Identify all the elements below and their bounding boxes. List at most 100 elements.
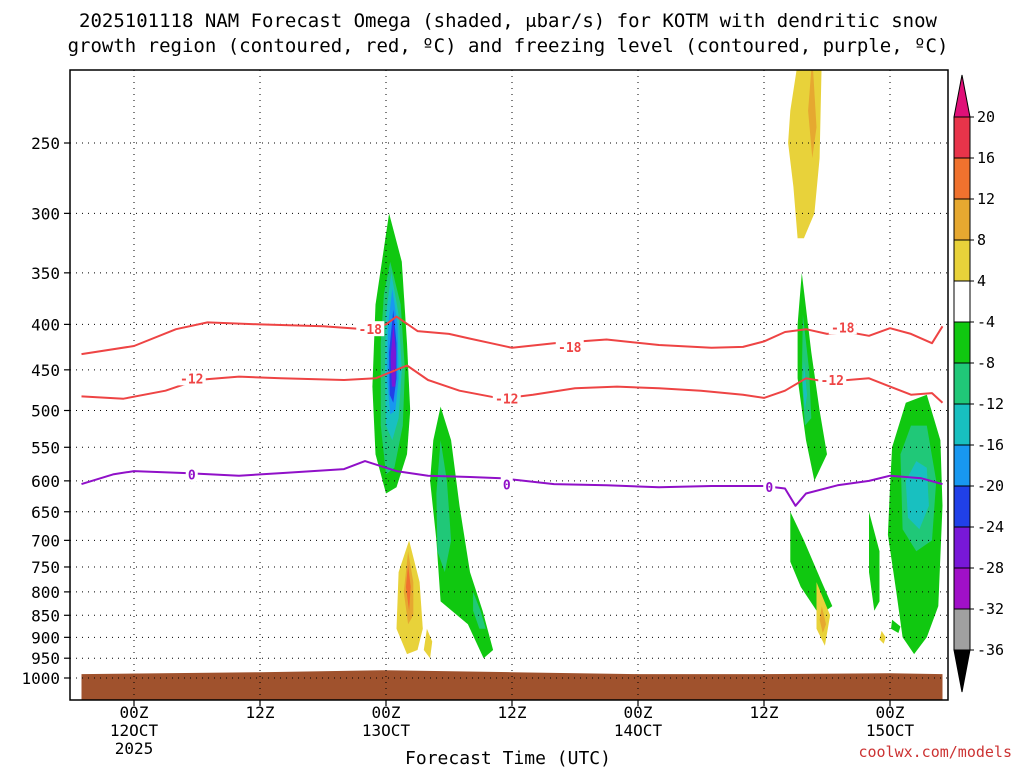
omega-region-11 — [405, 564, 411, 611]
contour-label-5: -12 — [821, 374, 844, 389]
y-tick-label-950: 950 — [31, 649, 60, 668]
colorbar-label-13: -36 — [977, 641, 1004, 659]
contour-label-4: -12 — [495, 393, 518, 408]
y-tick-label-650: 650 — [31, 503, 60, 522]
x-tick-label-12-0: 12Z — [246, 703, 275, 722]
contour-label-1: -18 — [558, 341, 582, 356]
colorbar-label-7: -12 — [977, 395, 1004, 413]
credit-text: coolwx.com/models — [858, 743, 1012, 761]
omega-region-7 — [436, 440, 452, 573]
omega-region-16 — [790, 511, 833, 616]
y-tick-label-800: 800 — [31, 583, 60, 602]
colorbar-swatch-3 — [953, 239, 971, 282]
colorbar-swatch-1 — [953, 157, 971, 200]
omega-region-6 — [430, 406, 494, 659]
colorbar-swatch-4 — [953, 280, 971, 323]
contour-label-bg-8 — [763, 479, 776, 495]
ground-fill — [81, 670, 943, 700]
y-tick-label-550: 550 — [31, 438, 60, 457]
omega-region-24 — [891, 619, 901, 633]
contour-1 — [81, 364, 944, 404]
colorbar: 20 16 12 8 4 -4 -8 -12 -16 -20 -24 -28 -32 -36 — [953, 74, 1004, 693]
x-tick-label-0-2: 2025 — [115, 739, 154, 758]
contour-label-bg-7 — [500, 476, 513, 492]
x-tick-label-48-0: 00Z — [624, 703, 653, 722]
contour-2 — [81, 460, 943, 507]
y-tick-label-500: 500 — [31, 402, 60, 421]
colorbar-label-1: 16 — [977, 149, 995, 167]
contour-label-8: 0 — [765, 481, 773, 496]
contour-label-6: 0 — [188, 468, 196, 483]
colorbar-label-11: -28 — [977, 559, 1004, 577]
colorbar-swatch-12 — [953, 608, 971, 651]
colorbar-label-8: -16 — [977, 436, 1004, 454]
x-tick-label-48-1: 14OCT — [614, 721, 663, 740]
colorbar-label-10: -24 — [977, 518, 1004, 536]
y-tick-label-900: 900 — [31, 628, 60, 647]
y-axis-ticks: 250 300 350 400 450 500 550 600 650 700 750 800 850 9… — [21, 134, 70, 688]
colorbar-label-12: -32 — [977, 600, 1004, 618]
contour-label-2: -18 — [831, 321, 855, 336]
x-tick-label-72-0: 00Z — [876, 703, 905, 722]
colorbar-swatch-9 — [953, 485, 971, 528]
omega-region-15 — [802, 361, 807, 411]
contour-label-3: -12 — [180, 372, 203, 387]
colorbar-swatch-5 — [953, 321, 971, 364]
y-tick-label-600: 600 — [31, 472, 60, 491]
colorbar-label-5: -4 — [977, 313, 995, 331]
x-axis-label: Forecast Time (UTC) — [405, 748, 611, 768]
plot-frame — [69, 69, 949, 701]
omega-shading — [372, 70, 943, 659]
chart-title-line-2: growth region (contoured, red, ºC) and f… — [68, 35, 949, 57]
y-tick-label-1000: 1000 — [21, 669, 60, 688]
y-tick-label-450: 450 — [31, 361, 60, 380]
contour-label-bg-0 — [356, 321, 385, 337]
ground-surface — [81, 670, 943, 700]
colorbar-label-6: -8 — [977, 354, 995, 372]
contour-label-bg-6 — [185, 466, 198, 482]
chart-title-line-1: 2025101118 NAM Forecast Omega (shaded, μ… — [79, 10, 937, 32]
x-tick-label-0-1: 12OCT — [110, 721, 159, 740]
y-tick-label-850: 850 — [31, 606, 60, 625]
colorbar-swatch-10 — [953, 526, 971, 569]
contour-label-bg-3 — [177, 370, 206, 386]
colorbar-swatch-11 — [953, 567, 971, 610]
x-tick-label-0-0: 00Z — [120, 703, 149, 722]
omega-region-26 — [808, 70, 817, 159]
colorbar-bottom-arrow — [953, 649, 971, 693]
colorbar-label-3: 8 — [977, 231, 986, 249]
y-tick-label-750: 750 — [31, 558, 60, 577]
omega-region-23 — [879, 630, 886, 644]
y-tick-label-300: 300 — [31, 204, 60, 223]
x-tick-label-60-0: 12Z — [750, 703, 779, 722]
colorbar-label-0: 20 — [977, 108, 995, 126]
colorbar-swatch-0 — [953, 116, 971, 159]
omega-region-13 — [797, 272, 827, 481]
y-tick-label-250: 250 — [31, 134, 60, 153]
contour-labels: -18 -18 -18 -12 -12 -12 0 0 0 — [177, 319, 857, 496]
contour-label-bg-4 — [492, 390, 521, 406]
contour-label-bg-1 — [555, 338, 584, 354]
colorbar-label-4: 4 — [977, 272, 986, 290]
x-tick-label-24-0: 00Z — [372, 703, 401, 722]
omega-region-17 — [869, 511, 880, 611]
colorbar-label-2: 12 — [977, 190, 995, 208]
contour-label-bg-5 — [818, 371, 847, 387]
x-tick-label-72-1: 15OCT — [866, 721, 915, 740]
y-tick-label-700: 700 — [31, 531, 60, 550]
y-tick-label-350: 350 — [31, 264, 60, 283]
omega-region-12 — [423, 628, 433, 659]
grid-lines — [70, 70, 948, 700]
colorbar-swatch-6 — [953, 362, 971, 405]
contour-label-bg-2 — [828, 319, 857, 335]
y-tick-label-400: 400 — [31, 315, 60, 334]
omega-region-22 — [819, 606, 826, 633]
x-tick-label-36-0: 12Z — [498, 703, 527, 722]
omega-region-8 — [473, 591, 486, 629]
colorbar-swatch-7 — [953, 403, 971, 446]
colorbar-swatch-2 — [953, 198, 971, 241]
colorbar-swatch-8 — [953, 444, 971, 487]
contour-label-7: 0 — [503, 479, 511, 494]
